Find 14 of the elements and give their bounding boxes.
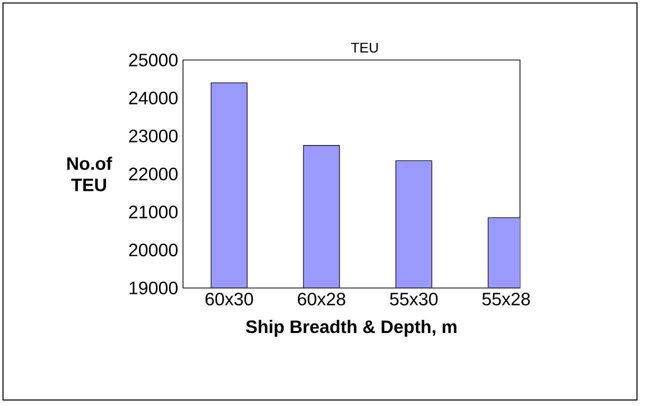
y-tick-label: 24000	[129, 92, 178, 104]
x-tick-label: 55x30	[390, 292, 438, 306]
y-tick-label: 21000	[129, 206, 178, 218]
y-tick-label: 20000	[129, 244, 178, 256]
x-tick-label: 60x28	[298, 292, 346, 306]
y-axis-title: No.of TEU	[67, 156, 112, 192]
x-tick-label: 55x28	[482, 292, 530, 306]
y-tick-label: 25000	[129, 54, 178, 66]
x-axis-title: Ship Breadth & Depth, m	[246, 320, 456, 337]
y-tick-label: 23000	[129, 130, 178, 142]
x-tick-label: 60x30	[206, 292, 253, 306]
y-tick-label: 19000	[130, 282, 178, 294]
y-tick-label: 22000	[129, 168, 178, 180]
chart-title: TEU	[351, 42, 378, 53]
